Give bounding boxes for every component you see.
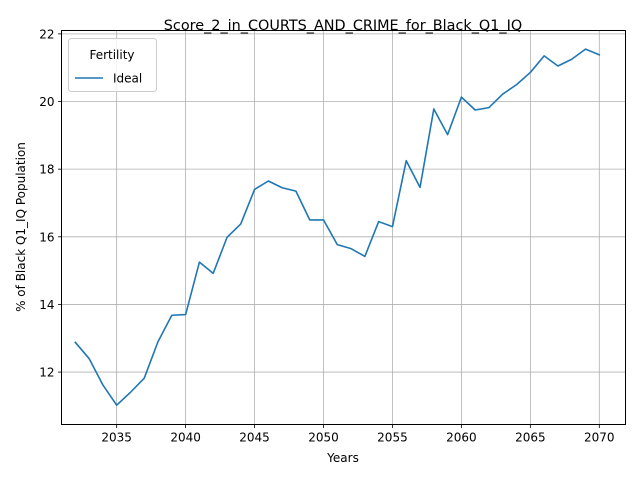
- y-tick-label: 18: [39, 163, 54, 177]
- x-tick-label: 2065: [515, 431, 546, 445]
- series-line-ideal: [74, 48, 601, 407]
- series-layer: [74, 48, 601, 407]
- y-axis: 12 14 16 18 20 22: [39, 27, 62, 380]
- x-tick-label: 2055: [377, 431, 408, 445]
- x-axis: 2035 2040 2045 2050 2055 2060 2065 2070: [101, 424, 615, 445]
- y-tick-label: 22: [39, 27, 54, 41]
- x-tick-label: 2035: [101, 431, 132, 445]
- x-tick-label: 2060: [446, 431, 477, 445]
- x-tick-label: 2040: [170, 431, 201, 445]
- y-tick-label: 16: [39, 230, 54, 244]
- y-axis-label: % of Black Q1_IQ Population: [14, 142, 28, 312]
- grid: [61, 30, 626, 425]
- x-tick-label: 2070: [584, 431, 615, 445]
- legend: Fertility Ideal: [68, 38, 157, 92]
- chart-title: Score_2_in_COURTS_AND_CRIME_for_Black_Q1…: [164, 18, 522, 34]
- x-axis-label: Years: [326, 451, 359, 465]
- y-tick-label: 20: [39, 95, 54, 109]
- x-tick-label: 2050: [308, 431, 339, 445]
- legend-label-ideal: Ideal: [113, 72, 142, 86]
- y-tick-label: 14: [39, 298, 54, 312]
- plot-area-frame: [61, 30, 626, 425]
- x-tick-label: 2045: [239, 431, 270, 445]
- legend-title: Fertility: [89, 48, 134, 62]
- y-tick-label: 12: [39, 366, 54, 380]
